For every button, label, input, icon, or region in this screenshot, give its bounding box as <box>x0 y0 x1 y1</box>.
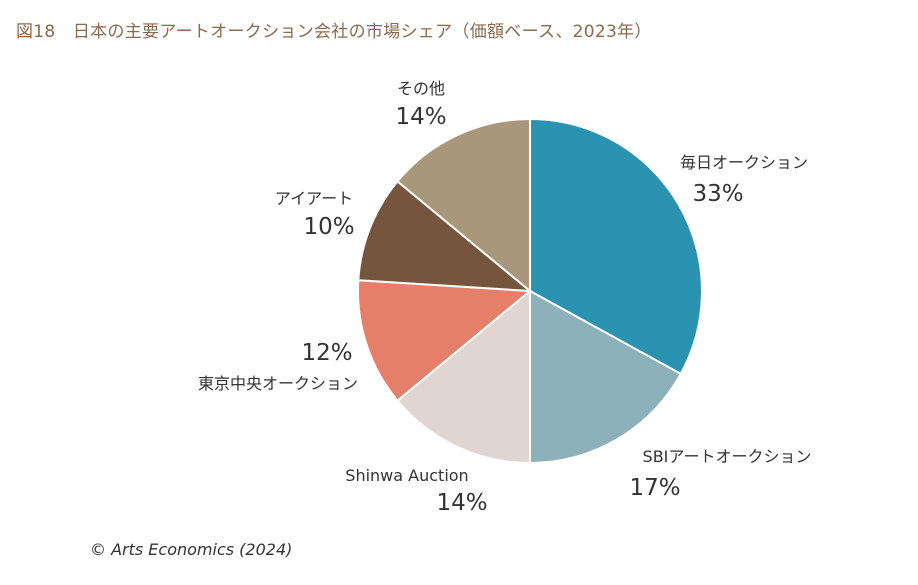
slice-label: 東京中央オークション <box>198 374 358 393</box>
slice-percent-label: 14% <box>395 104 446 130</box>
slice-percent-label: 12% <box>301 340 352 366</box>
pie-slice <box>529 289 683 465</box>
pie-slice <box>357 279 533 403</box>
source-credit: © Arts Economics (2024) <box>90 540 293 559</box>
pie-slice <box>396 288 531 465</box>
slice-percent-label: 33% <box>692 181 743 207</box>
pie-slice <box>396 117 531 294</box>
slice-label: その他 <box>397 79 445 98</box>
slice-label: SBIアートオークション <box>643 447 812 466</box>
slice-percent-label: 10% <box>303 214 354 240</box>
slice-label: アイアート <box>275 189 353 208</box>
slice-label: Shinwa Auction <box>345 466 468 485</box>
slice-percent-label: 17% <box>629 475 680 501</box>
pie-slices <box>357 117 703 465</box>
slice-percent-label: 14% <box>436 490 487 516</box>
pie-slice <box>529 117 703 376</box>
slice-label: 毎日オークション <box>680 153 808 172</box>
pie-labels: 毎日オークション 33% SBIアートオークション 17% Shinwa Auction… <box>198 79 811 516</box>
chart-title: 図18 日本の主要アートオークション会社の市場シェア（価額ベース、2023年） <box>16 22 652 42</box>
pie-slice <box>357 179 534 293</box>
